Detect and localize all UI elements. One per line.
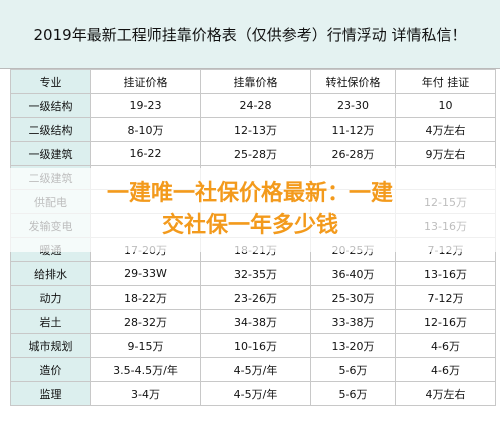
- column-header: 年付 挂证: [395, 69, 496, 94]
- overlay-banner: 一建唯一社保价格最新：一建 交社保一年多少钱: [0, 168, 500, 252]
- table-row: 动力 18-22万 23-26万 25-30万 7-12万: [10, 285, 496, 310]
- table-cell: 5-6万: [310, 381, 396, 406]
- table-cell: 19-23: [90, 93, 201, 118]
- table-cell: 4-5万/年: [200, 357, 311, 382]
- table-row: 监理 3-4万 4-5万/年 5-6万 4万左右: [10, 381, 496, 406]
- row-label: 岩土: [10, 309, 91, 334]
- table-cell: 36-40万: [310, 261, 396, 286]
- table-cell: 10: [395, 93, 496, 118]
- table-cell: 23-26万: [200, 285, 311, 310]
- row-label: 动力: [10, 285, 91, 310]
- table-cell: 7-12万: [395, 285, 496, 310]
- table-cell: 28-32万: [90, 309, 201, 334]
- table-cell: 33-38万: [310, 309, 396, 334]
- table-cell: 13-20万: [310, 333, 396, 358]
- table-row: 岩土 28-32万 34-38万 33-38万 12-16万: [10, 309, 496, 334]
- table-cell: 23-30: [310, 93, 396, 118]
- column-header: 转社保价格: [310, 69, 396, 94]
- table-cell: 12-13万: [200, 117, 311, 142]
- table-cell: 3-4万: [90, 381, 201, 406]
- table-cell: 32-35万: [200, 261, 311, 286]
- table-cell: 25-30万: [310, 285, 396, 310]
- column-header: 挂靠价格: [200, 69, 311, 94]
- table-cell: 4-6万: [395, 333, 496, 358]
- table-row: 城市规划 9-15万 10-16万 13-20万 4-6万: [10, 333, 496, 358]
- table-cell: 11-12万: [310, 117, 396, 142]
- overlay-text: 交社保一年多少钱: [161, 213, 338, 238]
- row-label: 造价: [10, 357, 91, 382]
- table-row: 二级结构 8-10万 12-13万 11-12万 4万左右: [10, 117, 496, 142]
- table-cell: 4万左右: [395, 381, 496, 406]
- table-title: 2019年最新工程师挂靠价格表（仅供参考）行情浮动 详情私信！: [0, 0, 500, 69]
- row-label: 一级建筑: [10, 141, 91, 166]
- table-cell: 12-16万: [395, 309, 496, 334]
- table-cell: 18-22万: [90, 285, 201, 310]
- column-header: 专业: [10, 69, 91, 94]
- table-cell: 5-6万: [310, 357, 396, 382]
- table-row: 一级结构 19-23 24-28 23-30 10: [10, 93, 496, 118]
- table-cell: 13-16万: [395, 261, 496, 286]
- table-row: 给排水 29-33W 32-35万 36-40万 13-16万: [10, 261, 496, 286]
- row-label: 城市规划: [10, 333, 91, 358]
- table-cell: 26-28万: [310, 141, 396, 166]
- column-header: 挂证价格: [90, 69, 201, 94]
- table-cell: 4-5万/年: [200, 381, 311, 406]
- table-cell: 9万左右: [395, 141, 496, 166]
- table-cell: 9-15万: [90, 333, 201, 358]
- table-row: 造价 3.5-4.5万/年 4-5万/年 5-6万 4-6万: [10, 357, 496, 382]
- table-cell: 4万左右: [395, 117, 496, 142]
- overlay-text: 一建唯一社保价格最新：一建: [106, 181, 393, 206]
- table-cell: 24-28: [200, 93, 311, 118]
- table-cell: 10-16万: [200, 333, 311, 358]
- row-label: 监理: [10, 381, 91, 406]
- row-label: 一级结构: [10, 93, 91, 118]
- table-cell: 25-28万: [200, 141, 311, 166]
- table-cell: 3.5-4.5万/年: [90, 357, 201, 382]
- table-cell: 4-6万: [395, 357, 496, 382]
- row-label: 给排水: [10, 261, 91, 286]
- row-label: 二级结构: [10, 117, 91, 142]
- table-cell: 8-10万: [90, 117, 201, 142]
- table-row: 一级建筑 16-22 25-28万 26-28万 9万左右: [10, 141, 496, 166]
- table-cell: 16-22: [90, 141, 201, 166]
- table-cell: 34-38万: [200, 309, 311, 334]
- header-row: 专业 挂证价格 挂靠价格 转社保价格 年付 挂证: [10, 69, 496, 94]
- table-cell: 29-33W: [90, 261, 201, 286]
